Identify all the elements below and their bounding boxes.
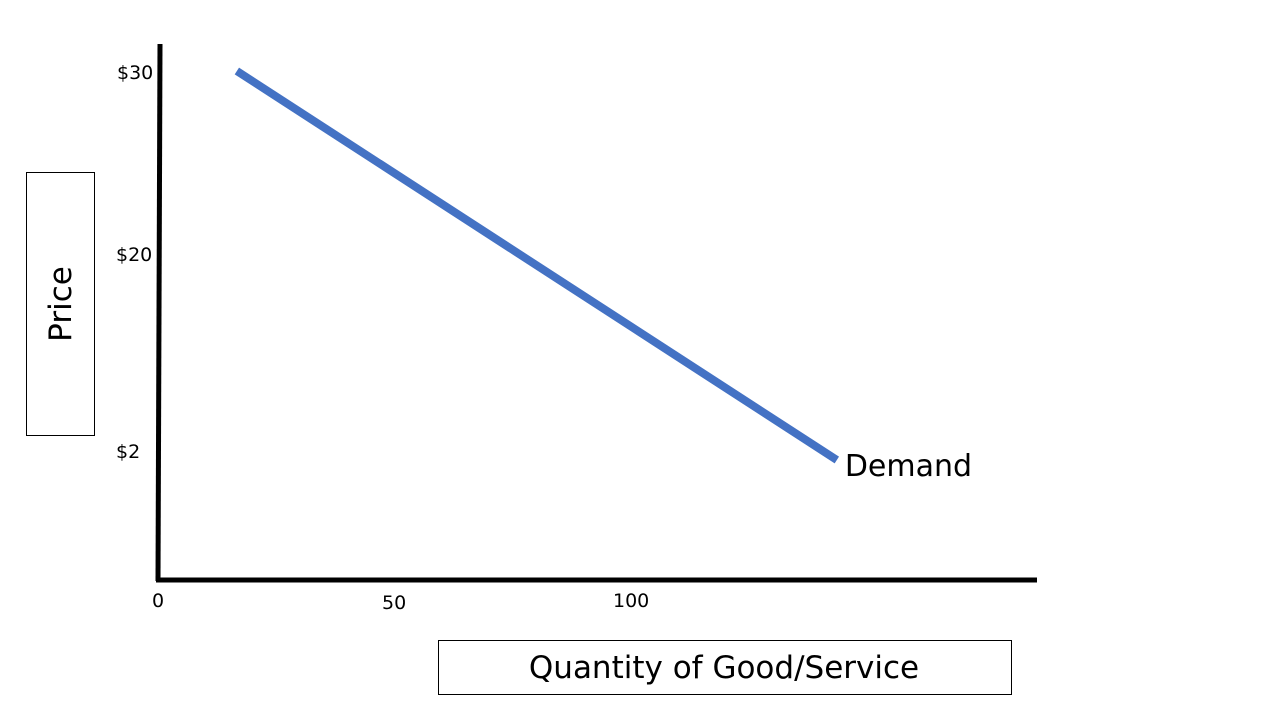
series-layer: Demand [234,67,972,484]
y-tick-label-2: $2 [116,441,140,463]
y-axis-title: Price [26,172,95,436]
y-tick-labels: $30 $20 $2 [116,62,153,463]
x-tick-label-50: 50 [382,592,406,614]
x-axis-title: Quantity of Good/Service [438,640,1012,695]
demand-curve [234,67,840,464]
demand-curve-label: Demand [845,449,972,484]
x-axis-title-text: Quantity of Good/Service [529,650,919,686]
y-tick-label-30: $30 [117,62,153,84]
y-tick-label-20: $20 [116,244,152,266]
y-axis-title-box [26,172,95,436]
x-tick-label-0: 0 [152,590,164,612]
y-axis-title-text: Price [43,266,79,342]
x-tick-label-100: 100 [613,590,649,612]
x-axis-title-box [438,640,1012,695]
x-tick-labels: 0 50 100 [152,590,649,614]
y-axis-line [155,43,163,582]
